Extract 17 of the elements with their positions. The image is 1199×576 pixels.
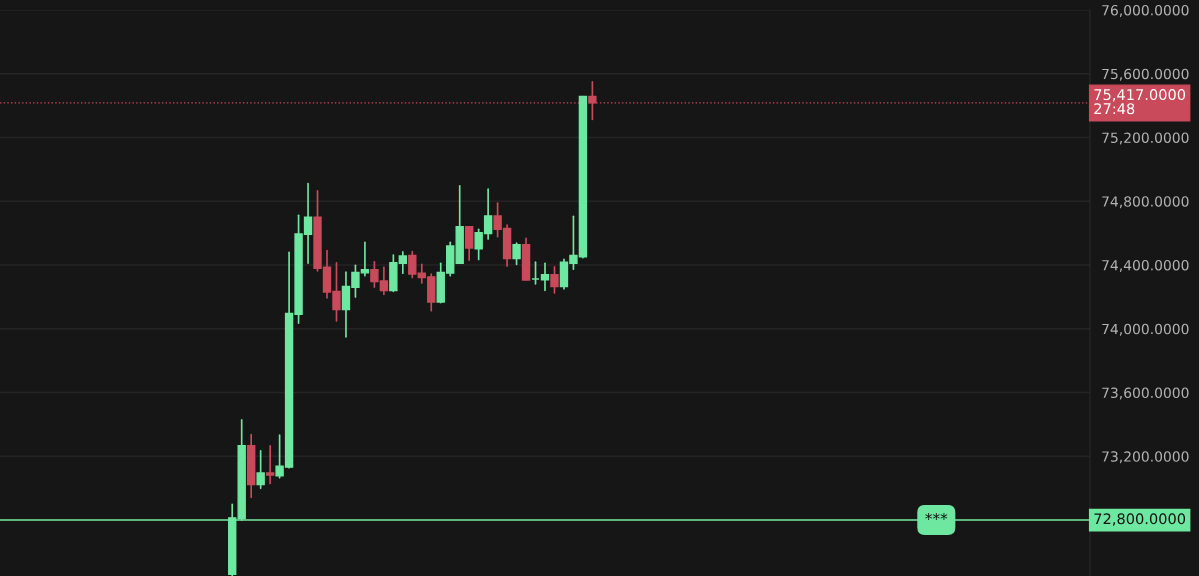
y-tick-label: 73,600.0000 xyxy=(1102,387,1189,400)
candlestick xyxy=(512,242,521,266)
y-tick-label: 73,200.0000 xyxy=(1102,451,1189,464)
ref-line-label: 72,800.0000 xyxy=(1094,513,1186,526)
candlestick xyxy=(540,262,550,292)
candlestick xyxy=(256,449,265,490)
ref-line-label: 75,417.0000 27:48 xyxy=(1094,89,1186,115)
y-tick-label: 76,000.0000 xyxy=(1102,4,1189,17)
y-tick-label: 74,400.0000 xyxy=(1102,260,1189,272)
y-tick-label: 74,000.0000 xyxy=(1102,323,1189,336)
y-tick-label: 75,600.0000 xyxy=(1102,68,1189,81)
candlestick xyxy=(265,444,275,485)
annotation: *** xyxy=(925,512,948,520)
y-tick-label: 75,200.0000 xyxy=(1102,132,1189,145)
candlestick xyxy=(550,265,559,294)
y-tick-label: 74,800.0000 xyxy=(1102,196,1189,209)
candlestick xyxy=(464,225,474,261)
